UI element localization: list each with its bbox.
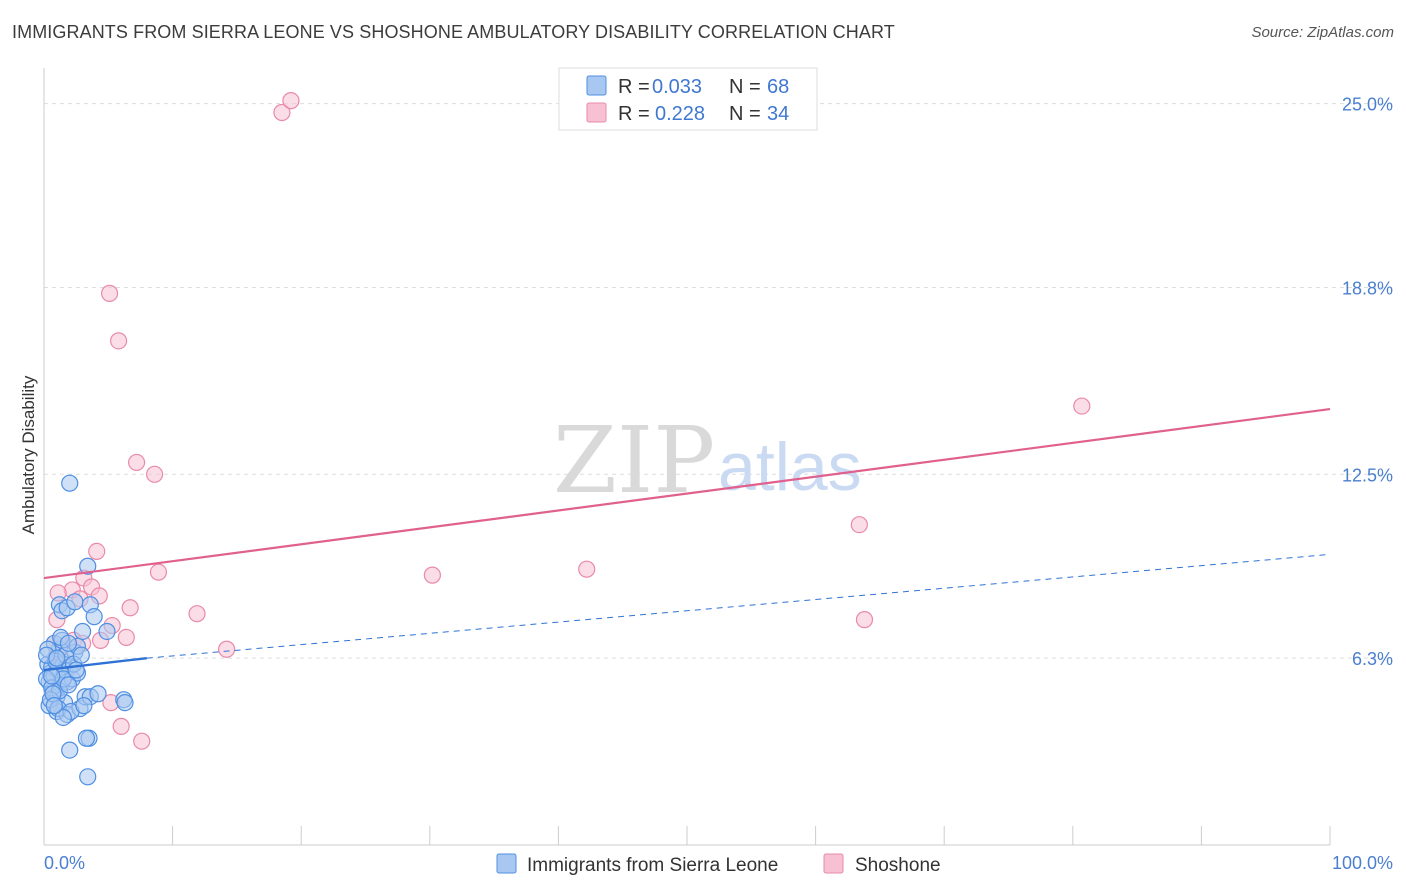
sierra-leone-point xyxy=(77,729,96,747)
y-tick-label: 18.8% xyxy=(1342,278,1393,298)
shoshone-point xyxy=(133,732,151,750)
trend-lines xyxy=(43,407,1331,672)
sierra-leone-point xyxy=(85,608,103,626)
x-tick-label-max: 100.0% xyxy=(1332,853,1393,873)
bottom-legend-label-blue: Immigrants from Sierra Leone xyxy=(527,855,778,876)
sierra-leone-point xyxy=(54,708,72,727)
sierra-leone-point xyxy=(61,741,79,759)
bottom-legend-swatch-blue xyxy=(496,853,517,874)
sierra-leone-point xyxy=(48,649,66,667)
grid-lines xyxy=(44,103,1392,659)
shoshone-point xyxy=(100,284,119,302)
watermark-zip: ZIP xyxy=(553,407,715,514)
legend-n-value-0: 68 xyxy=(767,76,789,98)
y-tick-label: 6.3% xyxy=(1352,649,1393,669)
sierra-leone-point xyxy=(116,694,134,712)
shoshone-point xyxy=(149,563,168,581)
sierra-leone-trend-line xyxy=(43,656,148,672)
sierra-leone-point xyxy=(67,661,85,679)
watermark: ZIP atlas xyxy=(553,407,862,514)
sierra-leone-point xyxy=(73,622,92,641)
sierra-leone-point xyxy=(89,685,107,703)
x-tick-label-min: 0.0% xyxy=(44,853,85,873)
y-tick-label: 12.5% xyxy=(1342,465,1393,485)
sierra-leone-point xyxy=(45,697,63,715)
shoshone-point xyxy=(855,611,874,629)
legend: R = 0.033 N = 68 R = 0.228 N = 34 xyxy=(558,67,818,131)
shoshone-point xyxy=(127,453,146,472)
sierra-leone-trend-extension xyxy=(146,553,1331,659)
bottom-legend-label-pink: Shoshone xyxy=(855,855,941,876)
sierra-leone-point xyxy=(59,634,78,652)
sierra-leone-point xyxy=(61,474,79,492)
shoshone-point xyxy=(109,332,128,350)
shoshone-point xyxy=(218,640,236,658)
watermark-atlas: atlas xyxy=(718,429,862,505)
legend-swatch-pink xyxy=(586,102,607,123)
legend-n-label-0: N = xyxy=(729,76,761,98)
sierra-leone-point xyxy=(75,697,93,715)
sierra-leone-point xyxy=(98,622,116,641)
sierra-leone-point xyxy=(79,768,97,786)
bottom-legend-swatch-pink xyxy=(823,853,844,874)
shoshone-point xyxy=(273,103,291,122)
y-tick-label: 25.0% xyxy=(1342,95,1393,115)
shoshone-point xyxy=(1073,397,1091,415)
sierra-leone-point xyxy=(66,593,84,611)
legend-r-value-0: 0.033 xyxy=(652,76,702,98)
chart-title: IMMIGRANTS FROM SIERRA LEONE VS SHOSHONE… xyxy=(12,22,895,42)
shoshone-point xyxy=(188,605,206,623)
sierra-leone-point xyxy=(59,676,78,694)
legend-r-label-1: R = xyxy=(618,103,650,125)
data-points xyxy=(37,92,1091,786)
shoshone-point xyxy=(578,560,596,578)
legend-swatch-blue xyxy=(586,75,607,96)
legend-r-value-1: 0.228 xyxy=(655,103,705,125)
shoshone-point xyxy=(112,717,130,735)
shoshone-point xyxy=(117,628,135,647)
axes xyxy=(43,68,1331,846)
source-label: Source: ZipAtlas.com xyxy=(1251,24,1394,41)
legend-r-label-0: R = xyxy=(618,76,650,98)
legend-n-value-1: 34 xyxy=(767,103,789,125)
shoshone-point xyxy=(423,566,441,584)
shoshone-point xyxy=(282,92,300,110)
shoshone-point xyxy=(88,542,106,561)
bottom-legend: Immigrants from Sierra Leone Shoshone xyxy=(496,853,941,876)
sierra-leone-point xyxy=(79,557,97,575)
shoshone-point xyxy=(850,516,868,534)
shoshone-point xyxy=(145,465,164,483)
shoshone-point xyxy=(121,599,139,617)
y-axis-label: Ambulatory Disability xyxy=(19,375,38,534)
y-tick-labels: 6.3% 12.5% 18.8% 25.0% xyxy=(1342,95,1393,670)
legend-n-label-1: N = xyxy=(729,103,761,125)
sierra-leone-point xyxy=(72,646,90,664)
shoshone-trend-line xyxy=(43,407,1331,580)
